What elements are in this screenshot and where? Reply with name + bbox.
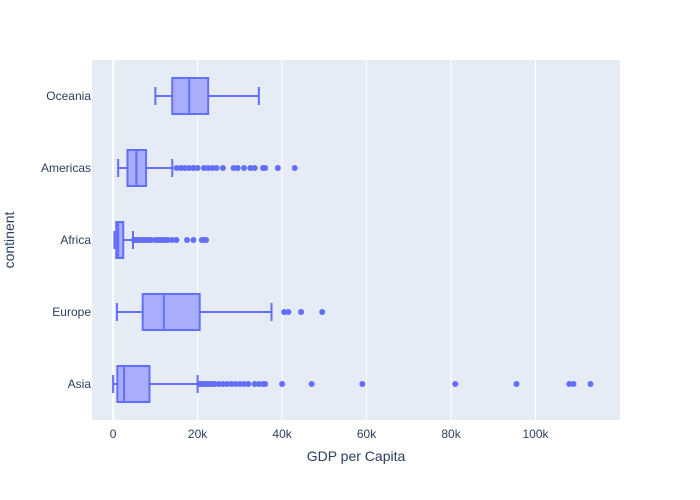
gridlines	[112, 60, 537, 420]
x-tick-label: 40k	[272, 427, 292, 441]
boxes-layer	[112, 77, 594, 403]
x-tick-label: 100k	[523, 427, 550, 441]
outlier-point	[274, 165, 281, 171]
iqr-box	[141, 293, 201, 331]
outlier-point	[209, 165, 216, 171]
outlier-point	[186, 165, 193, 171]
iqr-box	[116, 365, 151, 403]
outlier-point	[200, 165, 207, 171]
outlier-point	[234, 165, 241, 171]
outlier-point	[566, 381, 573, 387]
outlier-point	[165, 237, 172, 243]
box-americas	[117, 149, 298, 187]
outlier-point	[203, 237, 210, 243]
outlier-point	[587, 381, 594, 387]
outlier-point	[211, 381, 218, 387]
outlier-point	[219, 165, 226, 171]
y-tick-label: Oceania	[46, 89, 91, 103]
outlier-point	[205, 165, 212, 171]
outlier-point	[169, 237, 176, 243]
outlier-point	[173, 237, 180, 243]
outlier-point	[232, 381, 239, 387]
box-africa	[113, 221, 210, 259]
outlier-point	[224, 381, 231, 387]
x-tick-label: 80k	[441, 427, 461, 441]
outlier-point	[281, 309, 288, 315]
y-axis-ticks: Asia Europe Africa Americas Oceania	[41, 89, 91, 391]
outlier-point	[228, 381, 235, 387]
outlier-point	[148, 237, 155, 243]
outlier-point	[513, 381, 520, 387]
outlier-point	[291, 165, 298, 171]
outlier-point	[177, 165, 184, 171]
outlier-point	[194, 165, 201, 171]
outlier-point	[298, 309, 305, 315]
outlier-point	[359, 381, 366, 387]
outlier-point	[262, 381, 269, 387]
outlier-point	[181, 165, 188, 171]
x-tick-label: 60k	[357, 427, 377, 441]
y-tick-label: Asia	[68, 377, 92, 391]
outlier-point	[262, 165, 269, 171]
x-axis-title: GDP per Capita	[307, 448, 406, 464]
outlier-point	[452, 381, 459, 387]
outlier-point	[570, 381, 577, 387]
outlier-point	[251, 381, 258, 387]
x-tick-label: 0	[110, 427, 117, 441]
x-axis-ticks: 0 20k 40k 60k 80k 100k	[110, 427, 550, 441]
iqr-box	[115, 221, 125, 259]
outlier-point	[251, 165, 258, 171]
iqr-box	[171, 77, 210, 115]
y-axis-title: continent	[1, 211, 17, 268]
box-asia	[112, 365, 594, 403]
outlier-point	[285, 309, 292, 315]
outlier-point	[184, 237, 191, 243]
outlier-point	[215, 381, 222, 387]
outlier-point	[279, 381, 286, 387]
outlier-point	[219, 381, 226, 387]
outlier-point	[241, 165, 248, 171]
outlier-point	[319, 309, 326, 315]
y-tick-label: Americas	[41, 161, 91, 175]
outlier-point	[241, 381, 248, 387]
outlier-point	[213, 165, 220, 171]
outlier-point	[173, 165, 180, 171]
outlier-point	[308, 381, 315, 387]
outlier-point	[255, 381, 262, 387]
y-tick-label: Europe	[52, 305, 91, 319]
outlier-point	[230, 165, 237, 171]
outlier-point	[236, 381, 243, 387]
outlier-point	[245, 381, 252, 387]
plot-area-background	[92, 60, 620, 420]
box-europe	[115, 293, 326, 331]
outlier-point	[190, 165, 197, 171]
y-tick-label: Africa	[60, 233, 91, 247]
box-oceania	[154, 77, 260, 115]
outlier-point	[190, 237, 197, 243]
x-tick-label: 20k	[188, 427, 208, 441]
outlier-point	[247, 165, 254, 171]
